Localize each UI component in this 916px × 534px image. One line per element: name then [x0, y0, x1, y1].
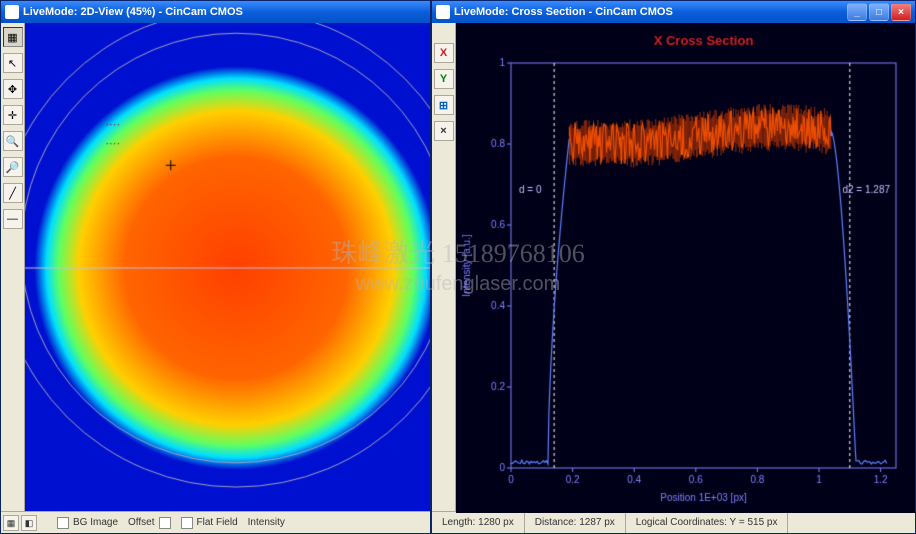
x-button[interactable]: X — [434, 43, 454, 63]
intensity-label: Intensity — [248, 517, 285, 528]
zoom-in-icon[interactable]: 🔍 — [3, 131, 23, 151]
window-title-right: LiveMode: Cross Section - CinCam CMOS — [454, 6, 847, 18]
offset-label: Offset — [128, 517, 155, 528]
window-2d-view: LiveMode: 2D-View (45%) - CinCam CMOS ▦ ↖… — [0, 0, 431, 534]
app-icon — [436, 5, 450, 19]
flatfield-label: Flat Field — [197, 517, 238, 528]
app-icon — [5, 5, 19, 19]
plot-area[interactable] — [456, 23, 915, 511]
statusbar-right: Length: 1280 px Distance: 1287 px Logica… — [432, 511, 915, 533]
beam-view-area[interactable] — [25, 23, 430, 511]
minimize-button[interactable]: _ — [847, 3, 867, 21]
zoom-out-icon[interactable]: 🔎 — [3, 157, 23, 177]
flatfield-checkbox[interactable] — [181, 517, 193, 529]
crosshair-icon[interactable]: ✛ — [3, 105, 23, 125]
maximize-button[interactable]: □ — [869, 3, 889, 21]
y-button[interactable]: Y — [434, 69, 454, 89]
xy-button[interactable]: ⊞ — [434, 95, 454, 115]
statusbar-left: ▦ ◧ BG Image Offset Flat Field Intensity — [1, 511, 430, 533]
status-coords: Logical Coordinates: Y = 515 px — [626, 512, 789, 533]
close-button[interactable]: × — [891, 3, 911, 21]
line-tool-icon[interactable]: ╱ — [3, 183, 23, 203]
window-title-left: LiveMode: 2D-View (45%) - CinCam CMOS — [23, 6, 426, 18]
status-length: Length: 1280 px — [432, 512, 525, 533]
bg-image-label: BG Image — [73, 517, 118, 528]
beam-canvas — [25, 23, 430, 511]
bg-image-checkbox[interactable] — [57, 517, 69, 529]
ruler-icon[interactable]: — — [3, 209, 23, 229]
move-icon[interactable]: ✥ — [3, 79, 23, 99]
status-distance: Distance: 1287 px — [525, 512, 626, 533]
window-cross-section: LiveMode: Cross Section - CinCam CMOS _ … — [431, 0, 916, 534]
corner-icon-1[interactable]: ▦ — [3, 515, 19, 531]
titlebar-left[interactable]: LiveMode: 2D-View (45%) - CinCam CMOS — [1, 1, 430, 23]
offset-checkbox[interactable] — [159, 517, 171, 529]
titlebar-right[interactable]: LiveMode: Cross Section - CinCam CMOS _ … — [432, 1, 915, 23]
toolbar-right: XY ⊞ × — [432, 23, 456, 511]
plot-canvas — [456, 23, 915, 513]
toolbar-left: ▦ ↖ ✥ ✛ 🔍 🔎 ╱ — — [1, 23, 25, 511]
close-tool-icon[interactable]: × — [434, 121, 454, 141]
pointer-icon[interactable]: ↖ — [3, 53, 23, 73]
corner-icon-2[interactable]: ◧ — [21, 515, 37, 531]
file-icon[interactable]: ▦ — [3, 27, 23, 47]
